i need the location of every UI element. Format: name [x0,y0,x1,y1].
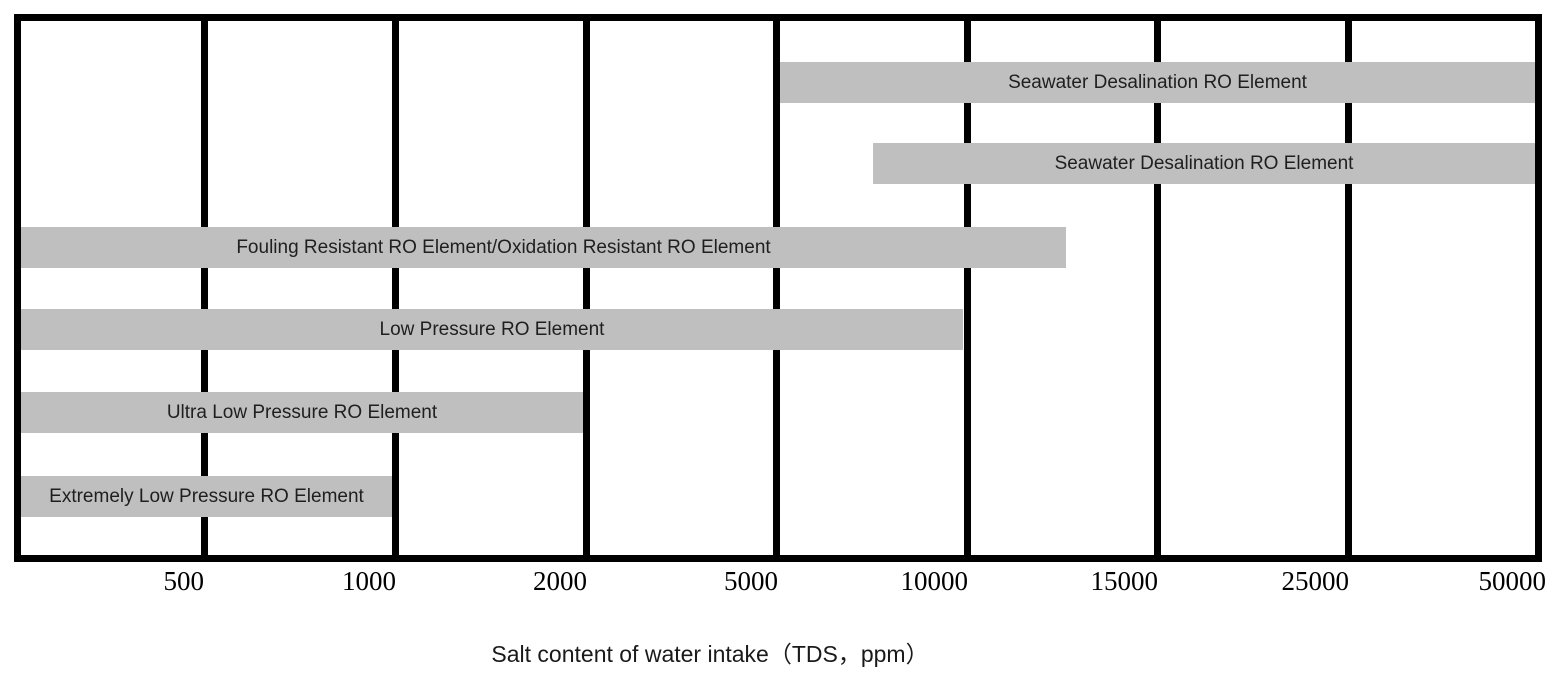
bar-fouling-oxidation-resistant: Fouling Resistant RO Element/Oxidation R… [21,227,1066,268]
x-tick-15000: 15000 [1090,566,1159,596]
gridline-500 [201,21,208,555]
chart-plot-area: Seawater Desalination RO Element Seawate… [14,14,1542,562]
bar-label: Fouling Resistant RO Element/Oxidation R… [236,236,771,258]
bar-label: Seawater Desalination RO Element [1054,152,1354,174]
bar-seawater-desalination-1: Seawater Desalination RO Element [780,62,1535,103]
x-axis-title: Salt content of water intake（TDS，ppm） [491,641,929,667]
x-tick-1000: 1000 [342,566,396,596]
x-tick-2000: 2000 [533,566,587,596]
bar-label: Low Pressure RO Element [379,318,605,340]
bar-label: Seawater Desalination RO Element [1008,71,1307,93]
x-tick-25000: 25000 [1281,566,1350,596]
x-tick-5000: 5000 [724,566,778,596]
bar-low-pressure: Low Pressure RO Element [21,309,963,350]
gridline-15000 [1154,21,1161,555]
x-tick-10000: 10000 [900,566,969,596]
bar-extremely-low-pressure: Extremely Low Pressure RO Element [21,476,392,517]
x-tick-50000: 50000 [1478,566,1547,596]
gridline-25000 [1345,21,1352,555]
bar-ultra-low-pressure: Ultra Low Pressure RO Element [21,392,583,433]
gridline-5000 [773,21,780,555]
gridline-10000 [964,21,971,555]
bar-label: Ultra Low Pressure RO Element [166,401,438,423]
gridline-2000 [583,21,590,555]
bar-seawater-desalination-2: Seawater Desalination RO Element [873,143,1535,184]
bar-label: Extremely Low Pressure RO Element [49,485,364,507]
x-tick-500: 500 [163,566,205,596]
gridline-1000 [392,21,399,555]
